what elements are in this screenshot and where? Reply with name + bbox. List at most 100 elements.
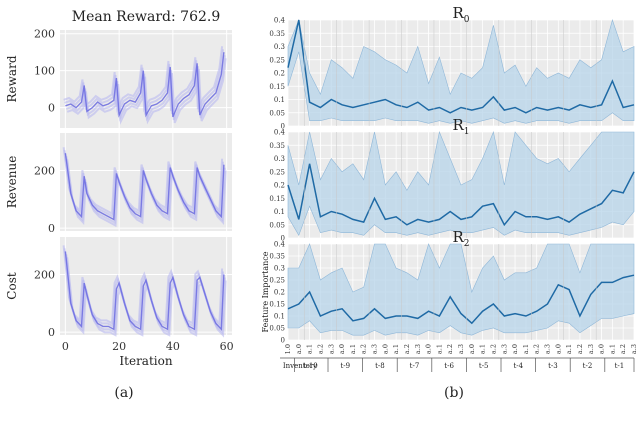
y-tick-label: 0.35 [269,142,285,150]
x-tick-label: a.3 [457,344,465,354]
trace-line [64,153,225,221]
chart-title-main: R [452,4,464,22]
x-tick-label: a.0 [511,344,519,354]
subplot-reward: 0 100 200 Reward Mean Reward: 762.9 [5,9,232,128]
chart-title: Mean Reward: 762.9 [72,9,221,25]
trace-band [66,58,227,125]
y-axis-label: Cost [5,272,19,300]
x-tick-label: a.1 [435,344,443,354]
subplot-R1: 00.050.10.150.20.250.30.350.4 R1 [269,116,635,243]
group-label: t-8 [375,362,385,370]
y-tick-label: 0.1 [274,96,285,104]
x-tick-label: a.2 [619,344,627,354]
x-tick-label: a.2 [360,344,368,354]
x-tick-label: a.1 [349,344,357,354]
y-tick-label: 0 [281,235,285,243]
group-label: t-1 [615,362,625,370]
x-tick-label: a.3 [371,344,379,354]
x-tick-label: a.3 [587,344,595,354]
y-tick-label: 0.25 [269,277,285,285]
x-tick-label: a.0 [425,344,433,354]
group-label: t-6 [444,362,454,370]
group-label: t-2 [583,362,593,370]
x-tick-label: a.3 [327,344,335,354]
x-tick-label: a.2 [489,344,497,354]
x-tick-label: 1.0 [284,344,292,354]
chart-title: R0 [452,4,469,25]
y-tick-label: 0.25 [269,168,285,176]
y-tick-label: 0.2 [274,182,285,190]
group-label: t-4 [513,362,523,370]
y-tick-label: 0.15 [269,301,285,309]
x-tick-label: 20 [112,340,126,353]
importance-line [287,274,635,325]
chart-title-main: R [452,116,464,134]
x-tick-label: a.3 [630,344,638,354]
y-tick-label: 0.2 [274,289,285,297]
x-tick-label: a.3 [414,344,422,354]
x-tick-label: a.3 [500,344,508,354]
confidence-band [287,18,635,124]
y-tick-label: 0 [48,326,55,339]
group-label: t-10 [304,362,318,370]
y-tick-label: 100 [34,65,55,78]
chart-title-subscript: 1 [464,127,470,137]
x-tick-label: a.1 [479,344,487,354]
y-tick-label: 0 [48,222,55,235]
importance-line [287,163,635,227]
x-tick-label: a.2 [533,344,541,354]
y-tick-label: 0 [281,123,285,131]
subplot-R0: 00.050.10.150.20.250.30.350.4 R0 [269,4,635,131]
chart-title-subscript: 2 [464,239,470,249]
x-tick-label: a.1 [306,344,314,354]
panel-b-label: (b) [444,385,464,401]
subplot-revenue: 0 200 Revenue [5,133,232,235]
y-tick-label: 0.05 [269,109,285,117]
x-tick-label: a.0 [295,344,303,354]
y-tick-label: 0.4 [274,129,286,137]
group-label: t-9 [340,362,350,370]
trace-line [65,52,225,118]
importance-line [287,19,635,114]
subplot-cost: 0 200 Cost 0 20 40 60 Iteration [5,237,234,368]
y-axis-label: Reward [5,55,19,102]
y-tick-label: 0 [281,337,285,345]
x-tick-label: a.1 [608,344,616,354]
trace-line [64,251,225,331]
group-label: Inventory [283,362,317,370]
y-tick-label: 0.4 [274,241,286,249]
x-tick-label: a.2 [316,344,324,354]
y-tick-label: 0.15 [269,83,285,91]
y-tick-label: 200 [34,28,55,41]
x-tick-label: a.0 [381,344,389,354]
y-tick-label: 0.1 [274,313,285,321]
y-tick-label: 0.4 [274,17,286,25]
y-tick-label: 0.3 [274,155,285,163]
x-tick-label: a.3 [544,344,552,354]
x-tick-label: a.0 [554,344,562,354]
group-label: t-7 [410,362,420,370]
x-tick-label: a.1 [392,344,400,354]
chart-title-main: R [452,228,464,246]
x-tick-label: a.2 [446,344,454,354]
panel-a-label: (a) [114,385,133,401]
x-tick-label: a.0 [598,344,606,354]
x-axis-label: Iteration [119,354,172,368]
x-tick-label: a.1 [522,344,530,354]
chart-title: R1 [452,116,469,137]
y-tick-label: 0.05 [269,221,285,229]
y-tick-label: 0 [48,102,55,115]
x-tick-label: 60 [220,340,234,353]
x-tick-label: a.1 [565,344,573,354]
y-axis-label: Revenue [5,156,19,209]
y-tick-label: 0.25 [269,56,285,64]
y-tick-label: 0.35 [269,30,285,38]
y-tick-label: 0.3 [274,265,285,273]
x-tick-label: 0 [62,340,69,353]
chart-title-subscript: 0 [464,15,470,25]
y-axis-label: Feature Importance [261,251,270,332]
x-tick-label: 40 [166,340,180,353]
confidence-band [287,243,635,336]
